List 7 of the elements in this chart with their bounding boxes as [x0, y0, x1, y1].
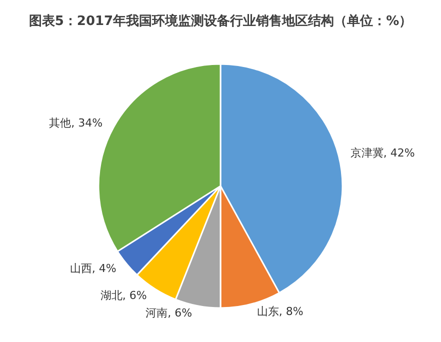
- slice-label: 山西, 4%: [70, 262, 116, 275]
- slice-label: 京津冀, 42%: [350, 146, 415, 160]
- chart-title: 图表5：2017年我国环境监测设备行业销售地区结构（单位：%）: [28, 13, 412, 29]
- slice-label: 湖北, 6%: [100, 288, 147, 302]
- slice-label: 河南, 6%: [146, 306, 192, 320]
- slice-label: 其他, 34%: [49, 116, 103, 130]
- slice-label: 山东, 8%: [256, 304, 304, 318]
